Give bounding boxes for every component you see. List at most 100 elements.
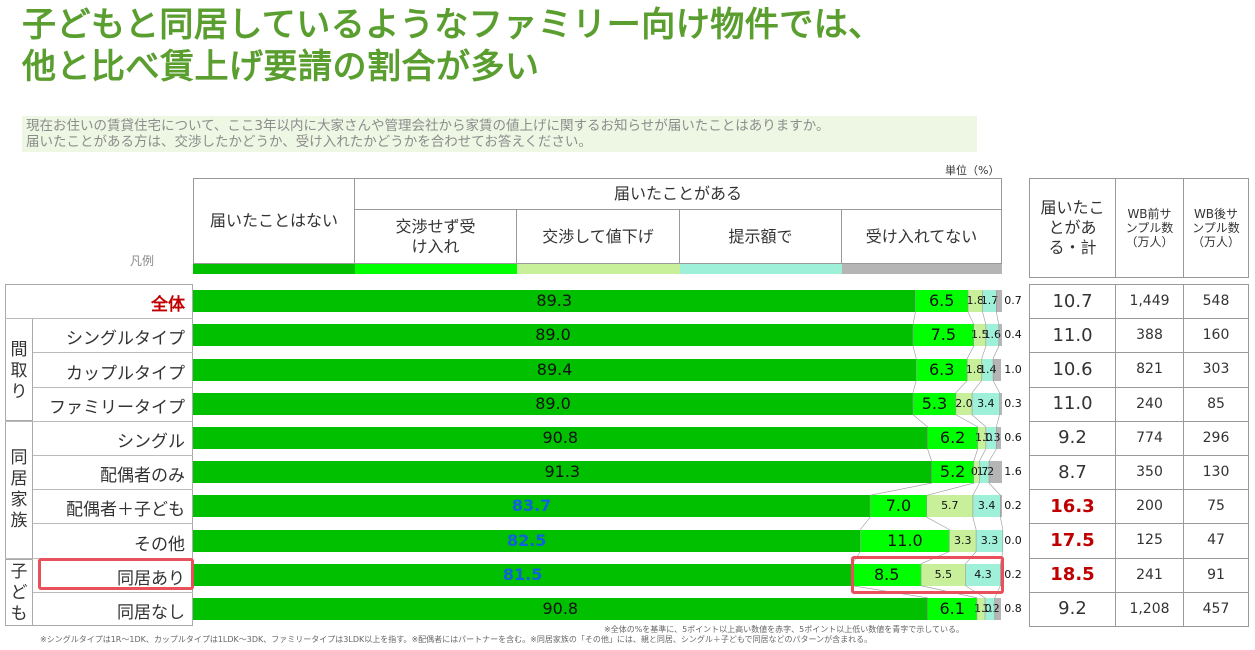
- table-row-separator: [1029, 523, 1249, 525]
- swatch-offered: [680, 264, 842, 274]
- table-cell-sample-after: 75: [1183, 489, 1249, 524]
- table-cell-sample-after: 91: [1183, 557, 1249, 592]
- table-cell-total: 10.7: [1029, 284, 1116, 319]
- bar-value-label: 89.4: [536, 359, 573, 379]
- table-row-separator: [1029, 455, 1249, 456]
- table-cell-sample-before: 240: [1115, 386, 1184, 421]
- row-label: 配偶者のみ: [100, 466, 185, 487]
- bar-value-label: 11.0: [887, 530, 923, 550]
- bar-value-label: 1.2: [976, 465, 995, 479]
- table-cell-total: 11.0: [1029, 318, 1116, 353]
- table-cell-sample-after: 85: [1183, 386, 1249, 421]
- bar-value-label: 5.7: [941, 499, 959, 513]
- row-label: 同居なし: [117, 602, 185, 623]
- bar-value-label: 1.2: [982, 601, 1000, 615]
- header-accepted: 交渉せず受け入れ: [354, 209, 517, 264]
- bar-value-label: 0.8: [1004, 601, 1022, 615]
- bar-value-label: 7.5: [930, 325, 957, 345]
- bar-value-label: 5.2: [939, 462, 966, 482]
- row-separator: [33, 386, 193, 388]
- table-row-separator: [1029, 318, 1249, 320]
- table-cell-sample-before: 388: [1115, 318, 1184, 353]
- bar-value-label: 81.5: [502, 564, 543, 584]
- row-separator: [33, 455, 193, 456]
- swatch-reduced: [517, 264, 680, 274]
- row-label: 同居あり: [117, 568, 185, 589]
- table-cell-total: 17.5: [1029, 523, 1116, 558]
- bar-segment: [999, 392, 1002, 415]
- header-reduced: 交渉して値下げ: [516, 209, 680, 264]
- bar-value-label: 89.0: [535, 393, 571, 413]
- header-not-received: 届いたことはない: [193, 178, 355, 264]
- title-line-1: 子どもと同居しているようなファミリー向け物件では、: [22, 5, 883, 45]
- table-cell-total: 18.5: [1029, 557, 1116, 592]
- header-not-accepted: 受け入れてない: [841, 209, 1002, 264]
- swatch-not-received: [193, 264, 355, 274]
- bar-value-label: 1.6: [1004, 465, 1022, 479]
- row-label: シングルタイプ: [66, 329, 185, 350]
- highlight-box-bar: [851, 556, 1004, 594]
- bar-value-label: 0.2: [1004, 499, 1022, 513]
- row-label: カップルタイプ: [66, 363, 185, 384]
- row-separator: [33, 523, 193, 525]
- table-cell-sample-before: 1,208: [1115, 591, 1184, 626]
- table-cell-sample-after: 296: [1183, 420, 1249, 455]
- row-label: 全体: [151, 295, 185, 316]
- table-cell-sample-before: 1,449: [1115, 284, 1184, 319]
- group-label-children: 子ども: [10, 562, 28, 624]
- swatch-not-accepted: [842, 264, 1002, 274]
- bar-segment: [193, 563, 853, 586]
- row-separator: [5, 420, 193, 422]
- bar-value-label: 3.4: [977, 396, 995, 410]
- group-box-children: [5, 559, 33, 626]
- table-cell-sample-before: 241: [1115, 557, 1184, 592]
- page-title: 子どもと同居しているようなファミリー向け物件では、 他と比べ賃上げ要請の割合が多…: [22, 4, 1082, 88]
- table-row-separator: [1029, 626, 1249, 627]
- highlight-box-label: [38, 558, 194, 590]
- bar-value-label: 1.3: [983, 430, 1001, 444]
- bar-segment: [193, 529, 861, 552]
- bar-value-label: 0.3: [1004, 396, 1022, 410]
- table-cell-total: 10.6: [1029, 352, 1116, 387]
- header-offered: 提示額で: [679, 209, 842, 264]
- bar-value-label: 1.7: [980, 294, 999, 308]
- bar-value-label: 5.3: [921, 393, 948, 413]
- bar-value-label: 0.0: [1004, 533, 1022, 547]
- bar-segment: [193, 290, 916, 313]
- bar-value-label: 0.2: [1004, 567, 1022, 581]
- table-cell-sample-after: 303: [1183, 352, 1249, 387]
- table-cell-sample-after: 160: [1183, 318, 1249, 353]
- table-row-separator: [1029, 284, 1249, 285]
- bar-segment: [193, 495, 871, 518]
- group-label-family: 同居家族: [10, 448, 28, 531]
- bar-value-label: 6.5: [928, 291, 955, 311]
- bar-segment: [1000, 495, 1002, 518]
- table-cell-sample-before: 821: [1115, 352, 1184, 387]
- table-cell-total: 9.2: [1029, 591, 1116, 626]
- title-line-2: 他と比べ賃上げ要請の割合が多い: [22, 47, 540, 87]
- header-received: 届いたことがある: [354, 178, 1002, 210]
- row-separator: [33, 489, 193, 491]
- bar-value-label: 89.0: [535, 325, 571, 345]
- table-row-separator: [1029, 420, 1249, 422]
- table-row-separator: [1029, 557, 1249, 559]
- table-row-separator: [1029, 352, 1249, 354]
- table-header-total: 届いたことがある・計: [1029, 178, 1116, 278]
- bar-value-label: 90.8: [542, 598, 579, 618]
- question-text: 現在お住いの賃貸住宅について、ここ3年以内に大家さんや管理会社から家賃の値上げに…: [22, 116, 977, 152]
- row-label: シングル: [117, 431, 185, 452]
- table-header-before: WB前サンプル数（万人）: [1115, 178, 1184, 278]
- row-label: その他: [134, 534, 185, 555]
- bar-value-label: 83.7: [511, 496, 552, 516]
- bar-value-label: 1.6: [983, 328, 1002, 342]
- bar-value-label: 89.3: [536, 291, 573, 311]
- footnote-1: ※全体の%を基準に、5ポイント以上高い数値を赤字、5ポイント以上低い数値を青字で…: [604, 625, 964, 634]
- table-cell-sample-before: 350: [1115, 455, 1184, 490]
- table-row-separator: [1029, 386, 1249, 388]
- bar-segment: [981, 358, 994, 381]
- bar-value-label: 1.4: [979, 362, 997, 376]
- group-label-layout: 間取り: [10, 340, 28, 402]
- table-cell-total: 9.2: [1029, 420, 1116, 455]
- bar-value-label: 2.0: [955, 396, 973, 410]
- row-label: 配偶者＋子ども: [66, 500, 185, 521]
